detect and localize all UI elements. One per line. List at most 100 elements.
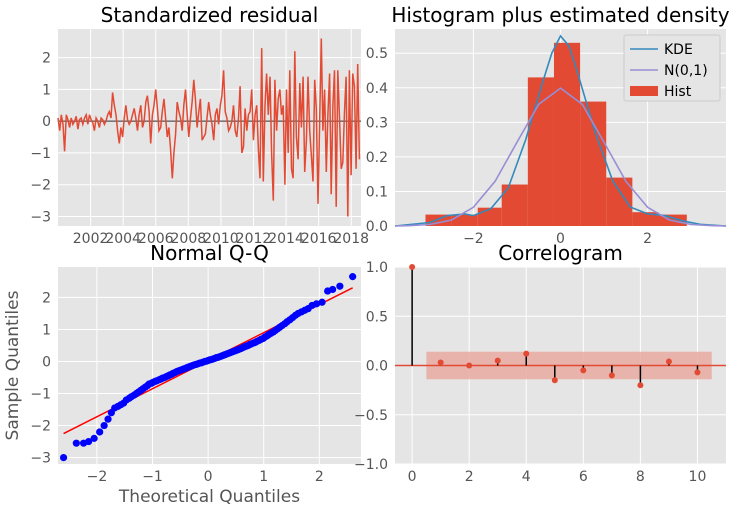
correlogram-y-tick-label: 1.0 <box>366 260 388 276</box>
histogram-y-tick-label: 0.1 <box>366 184 388 200</box>
correlogram-title: Correlogram <box>498 241 623 265</box>
qq-point <box>312 300 321 308</box>
acf-marker <box>551 377 558 384</box>
acf-marker <box>637 382 644 389</box>
legend-label: Hist <box>664 84 692 100</box>
correlogram-y-tick-label: −1.0 <box>354 457 388 473</box>
qq-x-tick-label: 0 <box>204 469 213 485</box>
histogram-x-tick-label: 2 <box>643 231 652 247</box>
qq-point <box>59 453 68 462</box>
histogram-y-tick-label: 0.5 <box>366 46 388 62</box>
residual-year-tick-label: 2006 <box>138 231 174 247</box>
legend-box <box>623 34 721 102</box>
qq-point <box>72 439 80 447</box>
legend-label: N(0,1) <box>664 63 708 79</box>
histogram-bar <box>425 214 452 226</box>
qq-y-tick-label: −3 <box>30 451 51 467</box>
correlogram-y-tick-label: 0.5 <box>366 309 388 325</box>
correlogram-x-tick-label: 0 <box>408 469 417 485</box>
residual-background <box>58 29 361 226</box>
normal-qq-title: Normal Q-Q <box>150 241 269 265</box>
correlogram-plot: 0 2 4 6 8 10 −1.0 −0.5 0.0 0.5 1.0 Correlogram <box>354 241 726 485</box>
histogram-y-tick-label: 0.2 <box>366 150 388 166</box>
histogram-y-tick-label: 0.0 <box>366 219 388 235</box>
acf-marker <box>608 372 615 379</box>
qq-point <box>100 421 108 430</box>
histogram-y-tick-label: 0.3 <box>366 115 388 131</box>
residual-year-tick-label: 2016 <box>301 231 337 247</box>
correlogram-x-tick-label: 6 <box>579 469 588 485</box>
histogram-x-tick-label: 0 <box>556 231 565 247</box>
qq-point <box>336 282 344 290</box>
acf-marker <box>694 369 701 376</box>
acf-marker <box>466 362 473 369</box>
residual-line <box>57 38 361 217</box>
histogram-bar <box>451 214 478 226</box>
qq-point <box>329 285 337 294</box>
residual-y-tick-label: 2 <box>42 51 51 67</box>
residual-y-tick-label: −3 <box>30 209 51 225</box>
histogram-bar <box>606 177 633 226</box>
qq-x-tick-label: −2 <box>87 469 108 485</box>
correlogram-x-tick-label: 2 <box>465 469 474 485</box>
acf-marker <box>437 359 444 366</box>
residual-year-tick-label: 2002 <box>73 231 109 247</box>
legend-label: KDE <box>664 42 693 58</box>
histogram-x-tick-label: −2 <box>463 231 484 247</box>
residual-year-tick-label: 2014 <box>268 231 304 247</box>
correlogram-y-tick-label: 0.0 <box>366 359 388 375</box>
qq-y-axis-label: Sample Quantiles <box>3 290 23 440</box>
residual-y-tick-label: −1 <box>30 146 51 162</box>
correlogram-x-tick-label: 4 <box>522 469 531 485</box>
qq-background <box>58 267 361 464</box>
histogram-legend: KDE N(0,1) Hist <box>623 34 721 102</box>
histogram-bar <box>580 101 607 226</box>
acf-marker <box>523 350 530 357</box>
legend-bar-swatch <box>630 86 658 96</box>
qq-point <box>90 434 98 442</box>
qq-point <box>84 437 93 446</box>
correlogram-x-tick-label: 10 <box>689 469 707 485</box>
qq-point <box>318 298 326 306</box>
residual-year-tick-label: 2008 <box>171 231 207 247</box>
histogram-density-plot: −2 0 2 0.0 0.1 0.2 0.3 0.4 0.5 Histogram plus est… <box>366 3 730 247</box>
correlogram-y-tick-label: −0.5 <box>354 408 388 424</box>
correlogram-x-tick-label: 8 <box>636 469 645 485</box>
qq-y-tick-label: 2 <box>42 290 51 306</box>
kde-line <box>394 34 727 227</box>
residual-year-tick-label: 2010 <box>203 231 239 247</box>
residual-y-tick-label: −2 <box>30 178 51 194</box>
qq-point <box>349 273 357 281</box>
qq-y-tick-label: 0 <box>42 354 51 370</box>
residual-year-tick-label: 2018 <box>333 231 369 247</box>
normal-density-line <box>394 87 727 227</box>
acf-marker <box>665 358 672 365</box>
histogram-density-title: Histogram plus estimated density <box>391 3 729 27</box>
qq-point <box>96 428 104 436</box>
residual-y-tick-label: 1 <box>42 82 51 98</box>
histogram-bar <box>632 212 659 226</box>
qq-grid <box>58 267 361 464</box>
qq-y-tick-label: 1 <box>42 322 51 338</box>
acf-marker <box>494 357 501 364</box>
residual-year-tick-label: 2012 <box>236 231 272 247</box>
standardized-residual-title: Standardized residual <box>101 3 319 27</box>
qq-x-axis-label: Theoretical Quantiles <box>118 487 300 507</box>
qq-x-tick-label: −1 <box>142 469 163 485</box>
normal-qq-plot: −2 −1 0 1 2 −3 −2 −1 0 1 2 Normal Q-Q Theoretical Qu… <box>3 241 361 507</box>
acf-marker <box>580 367 587 374</box>
residual-year-tick-label: 2004 <box>105 231 141 247</box>
qq-y-tick-label: −2 <box>30 419 51 435</box>
histogram-bar <box>527 77 554 227</box>
histogram-bar <box>477 207 502 226</box>
qq-y-tick-label: −1 <box>30 387 51 403</box>
qq-x-tick-label: 2 <box>315 469 324 485</box>
acf-marker <box>409 264 416 270</box>
histogram-y-tick-label: 0.4 <box>366 81 388 97</box>
qq-x-tick-label: 1 <box>259 469 268 485</box>
residual-y-tick-label: 0 <box>42 114 51 130</box>
qq-point <box>104 415 112 423</box>
histogram-bar <box>553 42 581 227</box>
